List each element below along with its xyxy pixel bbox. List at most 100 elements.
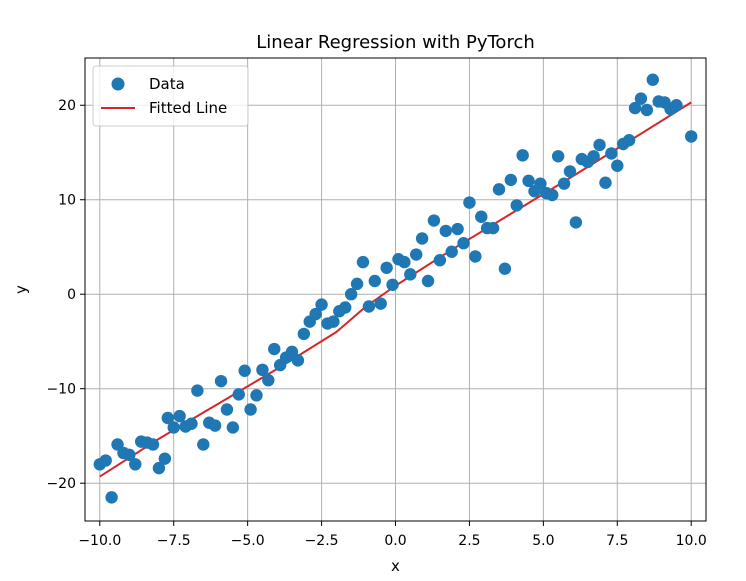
data-point	[599, 176, 612, 189]
data-point	[404, 268, 417, 281]
data-point	[646, 73, 659, 86]
data-point	[386, 278, 399, 291]
legend-data-marker	[111, 77, 125, 91]
x-tick-label: −2.5	[305, 533, 339, 549]
data-point	[563, 165, 577, 178]
data-point	[356, 255, 370, 269]
data-point	[191, 384, 204, 397]
data-point	[398, 255, 411, 269]
data-point	[238, 364, 251, 377]
data-point	[685, 130, 698, 143]
y-tick-label: 20	[58, 98, 76, 114]
data-point	[185, 417, 198, 430]
legend-fitted-line-label: Fitted Line	[149, 99, 227, 117]
data-point	[451, 222, 464, 236]
data-point	[504, 173, 518, 187]
data-point	[374, 297, 387, 310]
data-point	[315, 298, 328, 311]
data-point	[99, 454, 112, 467]
fitted-line	[99, 101, 692, 478]
data-point	[344, 288, 358, 301]
data-point	[439, 224, 452, 238]
x-tick-label: 0.0	[384, 533, 406, 549]
data-point	[486, 221, 500, 235]
data-point	[463, 196, 476, 209]
data-point	[551, 150, 565, 163]
data-point	[670, 99, 683, 112]
data-point	[492, 183, 506, 196]
data-point	[152, 461, 166, 475]
legend-box	[92, 65, 249, 127]
data-point	[309, 307, 322, 321]
data-point	[605, 147, 618, 160]
data-point	[557, 177, 571, 190]
data-point	[498, 262, 512, 275]
data-point	[640, 103, 654, 117]
data-point	[226, 421, 240, 434]
data-point	[421, 274, 435, 288]
data-point	[593, 138, 606, 152]
data-point	[350, 277, 364, 291]
data-point	[146, 438, 160, 451]
data-point	[220, 403, 234, 416]
data-point	[197, 438, 210, 451]
data-point	[368, 274, 381, 288]
data-point	[173, 409, 186, 423]
chart-title: Linear Regression with PyTorch	[256, 32, 535, 53]
data-point	[622, 134, 636, 147]
data-point	[427, 214, 441, 227]
data-point	[546, 188, 559, 202]
data-points-layer	[93, 73, 698, 504]
x-tick-label: −5.0	[231, 533, 265, 549]
data-point	[516, 149, 529, 162]
data-point	[158, 452, 172, 465]
data-point	[457, 237, 470, 250]
data-point	[475, 210, 488, 223]
data-point	[522, 174, 535, 188]
data-point	[634, 92, 648, 105]
data-point	[208, 419, 222, 432]
data-point	[291, 354, 305, 367]
data-point	[510, 199, 523, 212]
data-point	[161, 411, 174, 425]
x-axis-ticks: −10.0 −7.5 −5.0 −2.5 0.0 2.5 5.0 7.5 10.0	[78, 521, 707, 549]
data-point	[232, 388, 245, 401]
data-point	[167, 421, 180, 434]
x-tick-label: −10.0	[78, 533, 121, 549]
data-point	[268, 342, 281, 356]
x-tick-label: 7.5	[606, 533, 628, 549]
data-point	[469, 250, 482, 263]
x-tick-label: 2.5	[458, 533, 480, 549]
data-point	[628, 101, 642, 115]
y-axis-label: y	[12, 285, 30, 294]
x-axis-label: x	[391, 557, 400, 575]
x-tick-label: −7.5	[157, 533, 191, 549]
y-axis-ticks: −20 −10 0 10 20	[46, 98, 85, 492]
data-point	[105, 491, 118, 504]
y-tick-label: −10	[46, 382, 76, 398]
data-point	[445, 245, 458, 258]
data-point	[415, 232, 429, 245]
data-point	[339, 301, 352, 314]
y-tick-label: 0	[67, 287, 76, 303]
fitted-line-layer	[99, 101, 692, 478]
data-point	[380, 261, 393, 274]
data-point	[433, 254, 447, 267]
data-point	[534, 177, 547, 190]
data-point	[244, 403, 257, 416]
data-point	[362, 300, 376, 313]
data-point	[611, 159, 624, 172]
x-tick-label: 10.0	[676, 533, 707, 549]
legend: Data Fitted Line	[92, 65, 249, 127]
data-point	[587, 150, 600, 163]
data-point	[297, 327, 311, 341]
data-point	[410, 248, 423, 261]
data-point	[250, 389, 263, 402]
legend-data-label: Data	[149, 75, 185, 93]
y-tick-label: 10	[58, 193, 76, 209]
data-point	[262, 374, 275, 387]
data-point	[256, 363, 269, 377]
data-point	[569, 216, 583, 229]
